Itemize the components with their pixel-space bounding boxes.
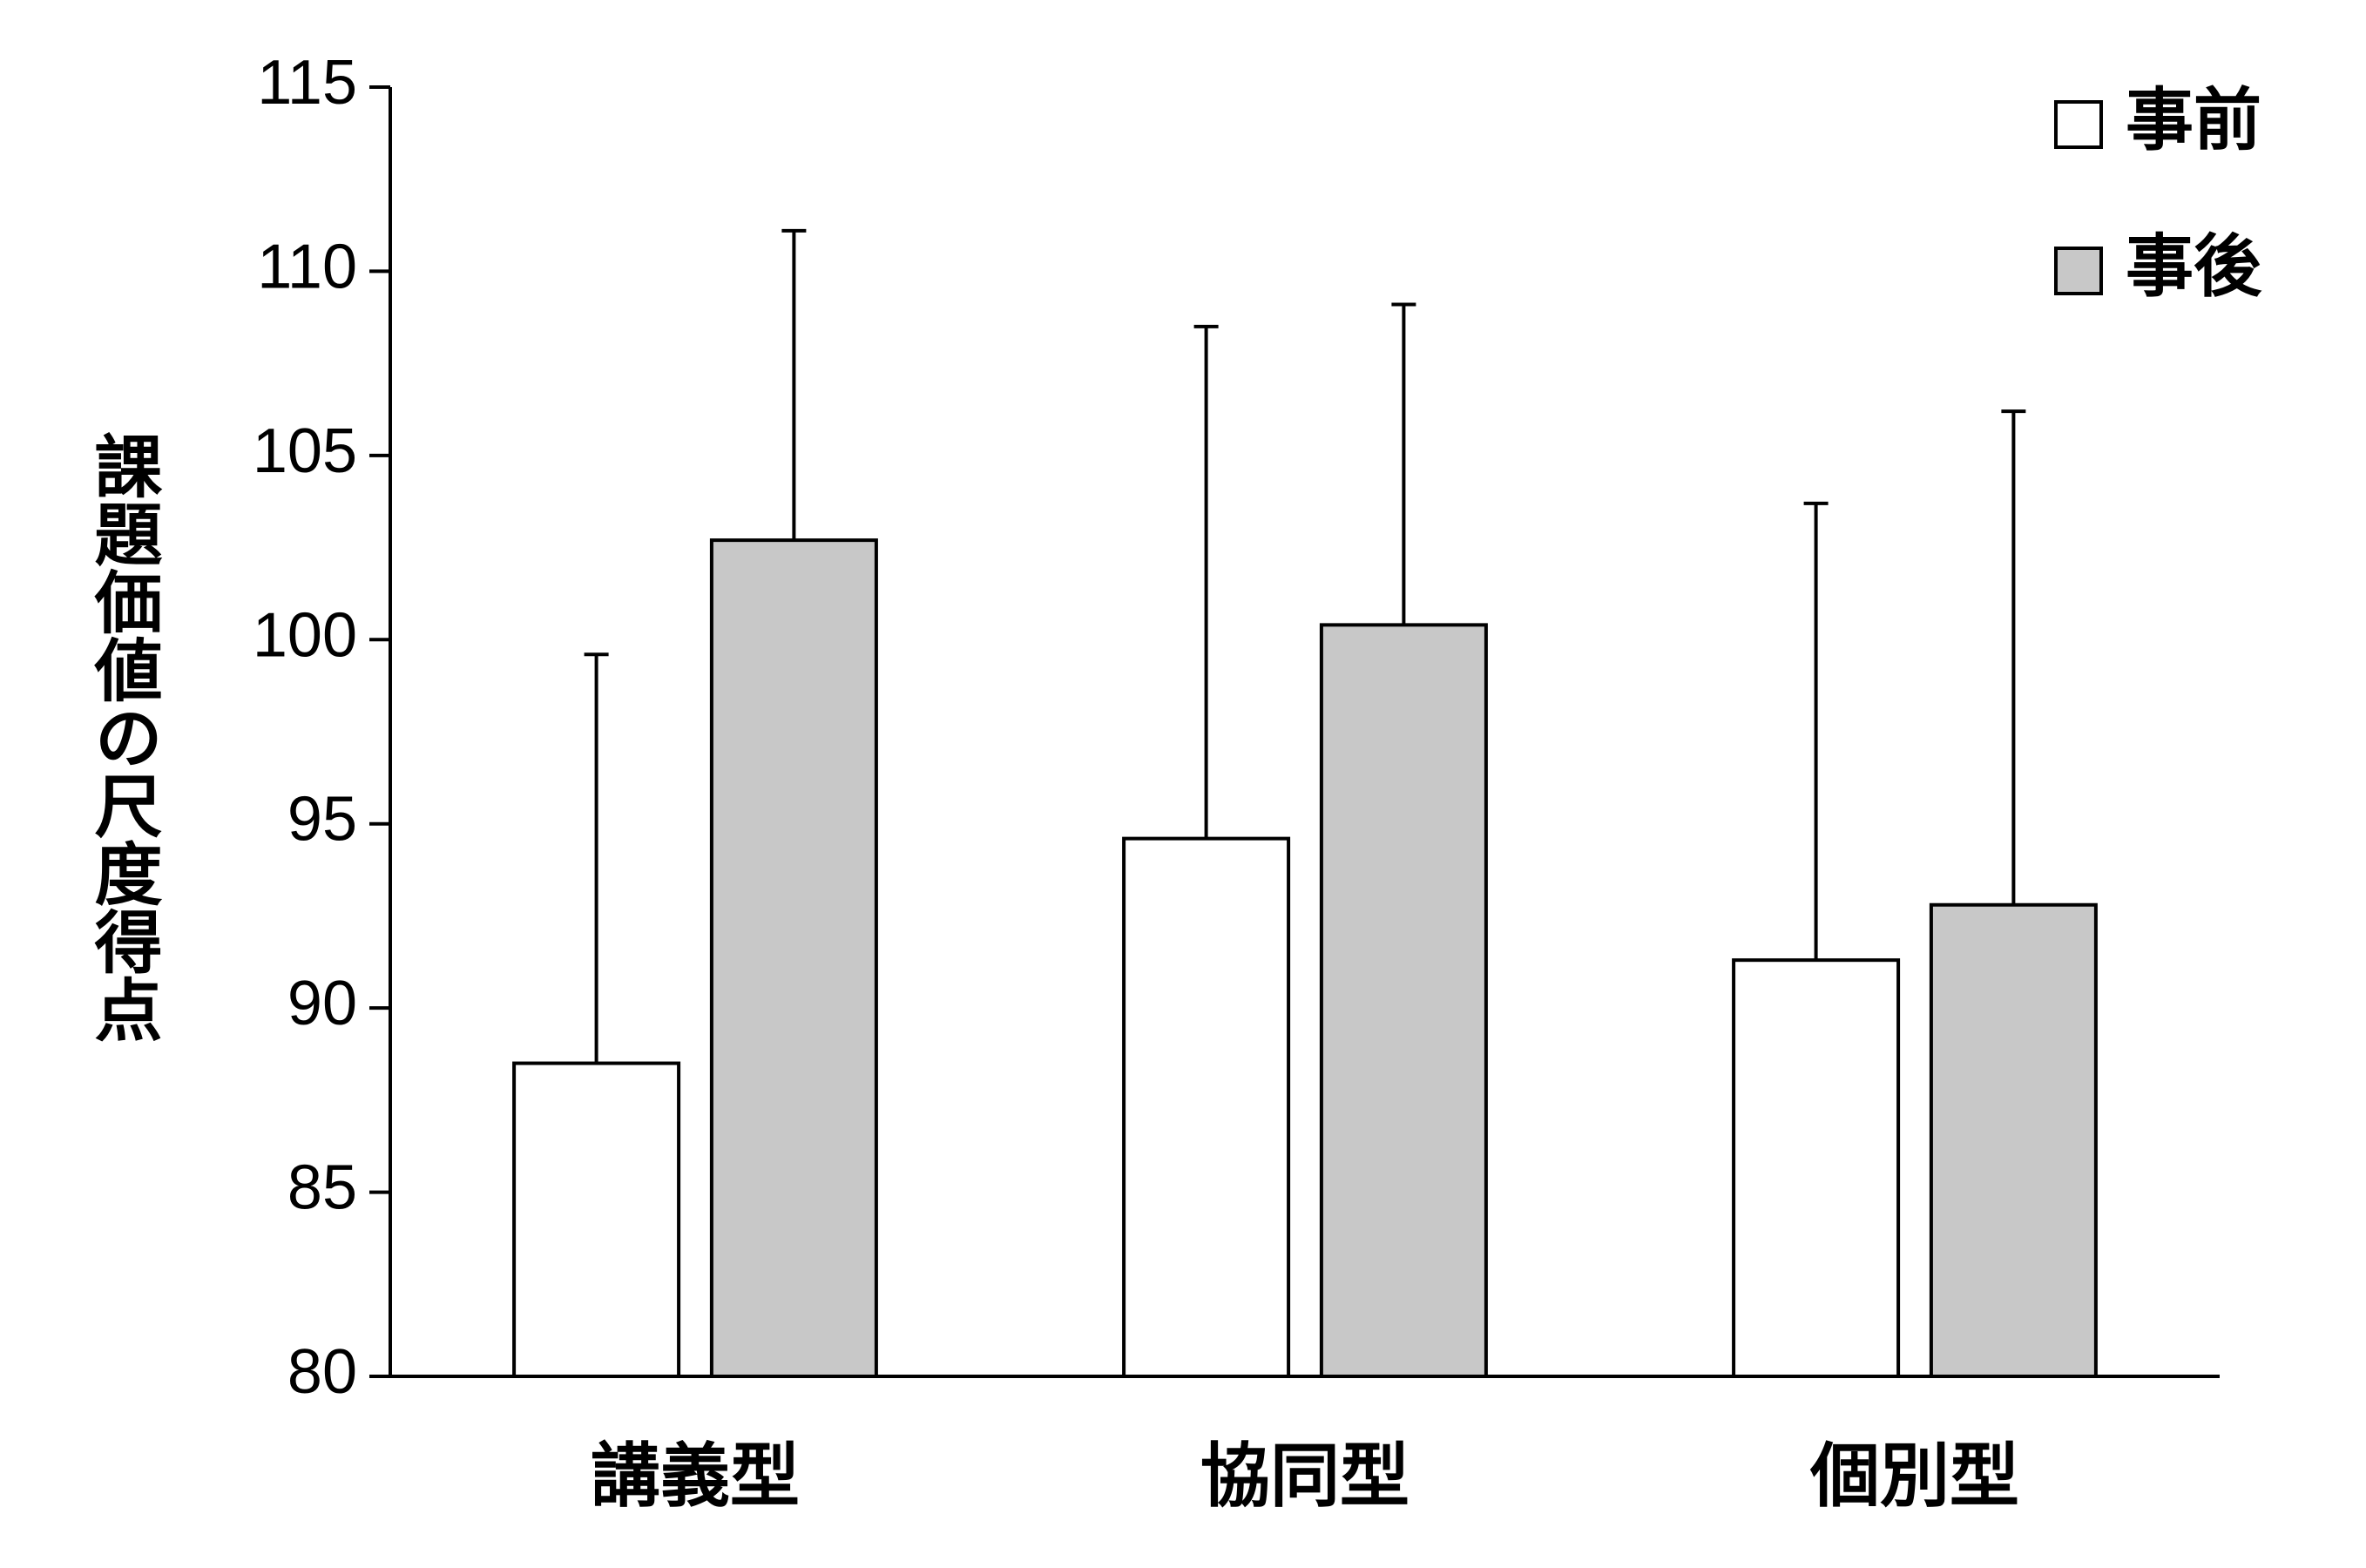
y-tick-label: 100 xyxy=(253,600,357,670)
bar xyxy=(1929,902,2098,1378)
bar xyxy=(1732,958,1901,1378)
legend-label: 事後 xyxy=(2126,227,2262,306)
y-tick-label: 90 xyxy=(287,969,357,1038)
legend-swatch xyxy=(2054,100,2103,149)
x-tick-label: 講義型 xyxy=(591,1436,800,1517)
y-axis-label: 課題価値の尺度得点 xyxy=(84,431,164,1043)
legend-label: 事前 xyxy=(2126,81,2261,159)
legend-swatch xyxy=(2054,247,2103,295)
bar xyxy=(512,1061,681,1378)
y-tick-label: 95 xyxy=(287,785,357,855)
bar xyxy=(709,538,878,1378)
x-tick-label: 個別型 xyxy=(1809,1436,2019,1517)
y-tick-label: 110 xyxy=(257,232,357,301)
x-tick-label: 協同型 xyxy=(1200,1436,1409,1517)
y-tick-label: 80 xyxy=(287,1337,357,1407)
y-tick-label: 105 xyxy=(253,416,357,486)
bar xyxy=(1122,836,1291,1378)
bar xyxy=(1319,623,1488,1378)
y-tick-label: 115 xyxy=(257,48,357,118)
y-tick-label: 85 xyxy=(287,1153,357,1223)
